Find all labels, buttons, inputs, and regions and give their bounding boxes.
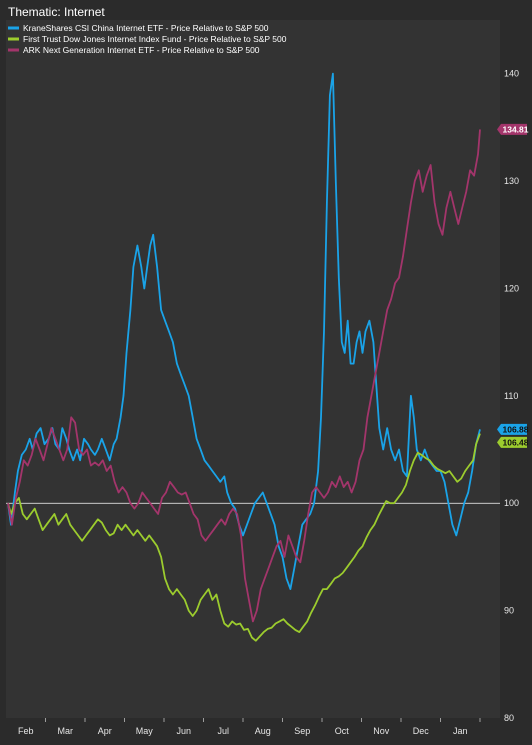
x-tick-label: Oct: [335, 726, 350, 736]
x-tick-label: May: [136, 726, 154, 736]
y-tick-label: 120: [504, 283, 519, 293]
y-tick-label: 130: [504, 176, 519, 186]
legend-label-2: First Trust Dow Jones Internet Index Fun…: [23, 34, 287, 44]
end-label-2: 106.48: [503, 437, 529, 447]
y-tick-label: 110: [504, 391, 518, 401]
x-tick-label: Jan: [453, 726, 468, 736]
x-tick-label: Feb: [18, 726, 34, 736]
x-tick-label: Sep: [294, 726, 310, 736]
x-tick-label: Mar: [58, 726, 74, 736]
end-label-1: 106.88: [503, 424, 529, 434]
end-label-box-1: [497, 423, 527, 435]
x-axis: Feb Mar Apr May Jun Jul Aug Sep Oct Nov Dec Jan: [18, 718, 481, 736]
legend-label-3: ARK Next Generation Internet ETF - Price…: [23, 45, 260, 55]
end-label-box-2: [497, 436, 527, 448]
end-label-3: 134.81: [503, 124, 529, 134]
x-tick-label: Dec: [413, 726, 430, 736]
y-tick-label: 100: [504, 498, 519, 508]
series-line-1: [7, 72, 481, 590]
series-layer: [7, 72, 481, 642]
end-label-box-3: [497, 123, 527, 135]
plot-area: [6, 20, 500, 718]
y-tick-label: 90: [504, 606, 514, 616]
y-tick-label: 140: [504, 69, 519, 79]
x-tick-label: Aug: [255, 726, 271, 736]
x-tick-label: Apr: [98, 726, 112, 736]
series-line-2: [7, 433, 481, 642]
x-tick-label: Nov: [373, 726, 390, 736]
series-line-3: [7, 129, 481, 623]
y-tick-label: 80: [504, 713, 514, 723]
legend-label-1: KraneShares CSI China Internet ETF - Pri…: [23, 23, 269, 33]
end-labels: 134.81 106.88 106.48: [497, 123, 529, 448]
y-axis: 80 90 100 110 120 130 140: [504, 69, 519, 723]
x-tick-label: Jun: [176, 726, 191, 736]
chart-title: Thematic: Internet: [8, 5, 105, 19]
x-tick-label: Jul: [217, 726, 229, 736]
legend: KraneShares CSI China Internet ETF - Pri…: [8, 23, 287, 55]
